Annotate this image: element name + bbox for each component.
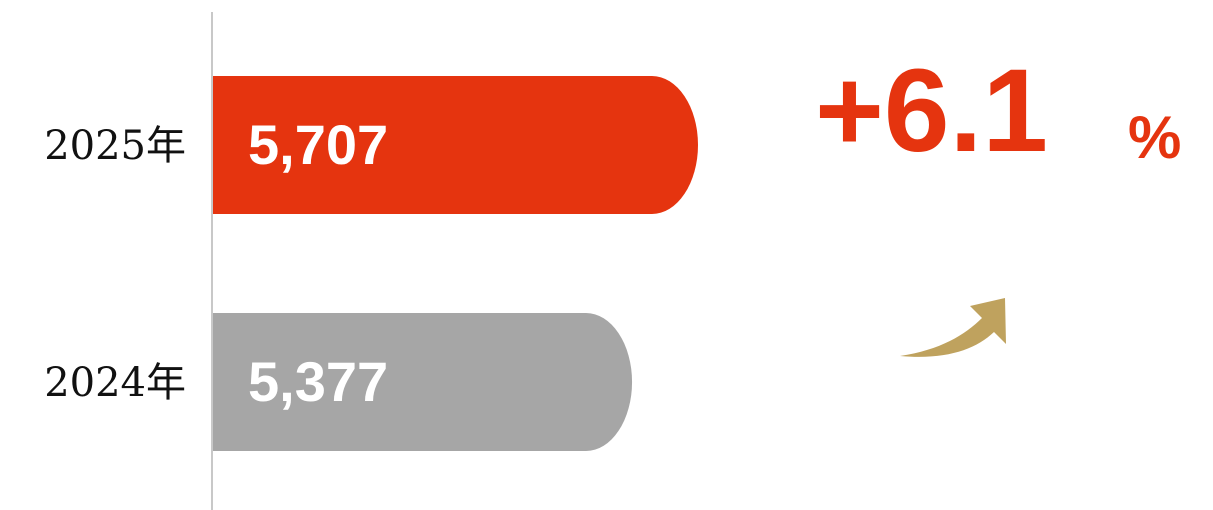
value-label: 5,377 bbox=[248, 350, 388, 413]
category-label: 2024年 bbox=[44, 360, 186, 406]
category-label: 2025年 bbox=[44, 123, 186, 169]
annotation-unit: % bbox=[1128, 104, 1181, 171]
bar bbox=[213, 76, 698, 214]
arrow bbox=[900, 298, 1006, 357]
annotation: +6.1 bbox=[815, 45, 1048, 177]
value-label: 5,707 bbox=[248, 113, 388, 176]
bar bbox=[213, 313, 633, 451]
